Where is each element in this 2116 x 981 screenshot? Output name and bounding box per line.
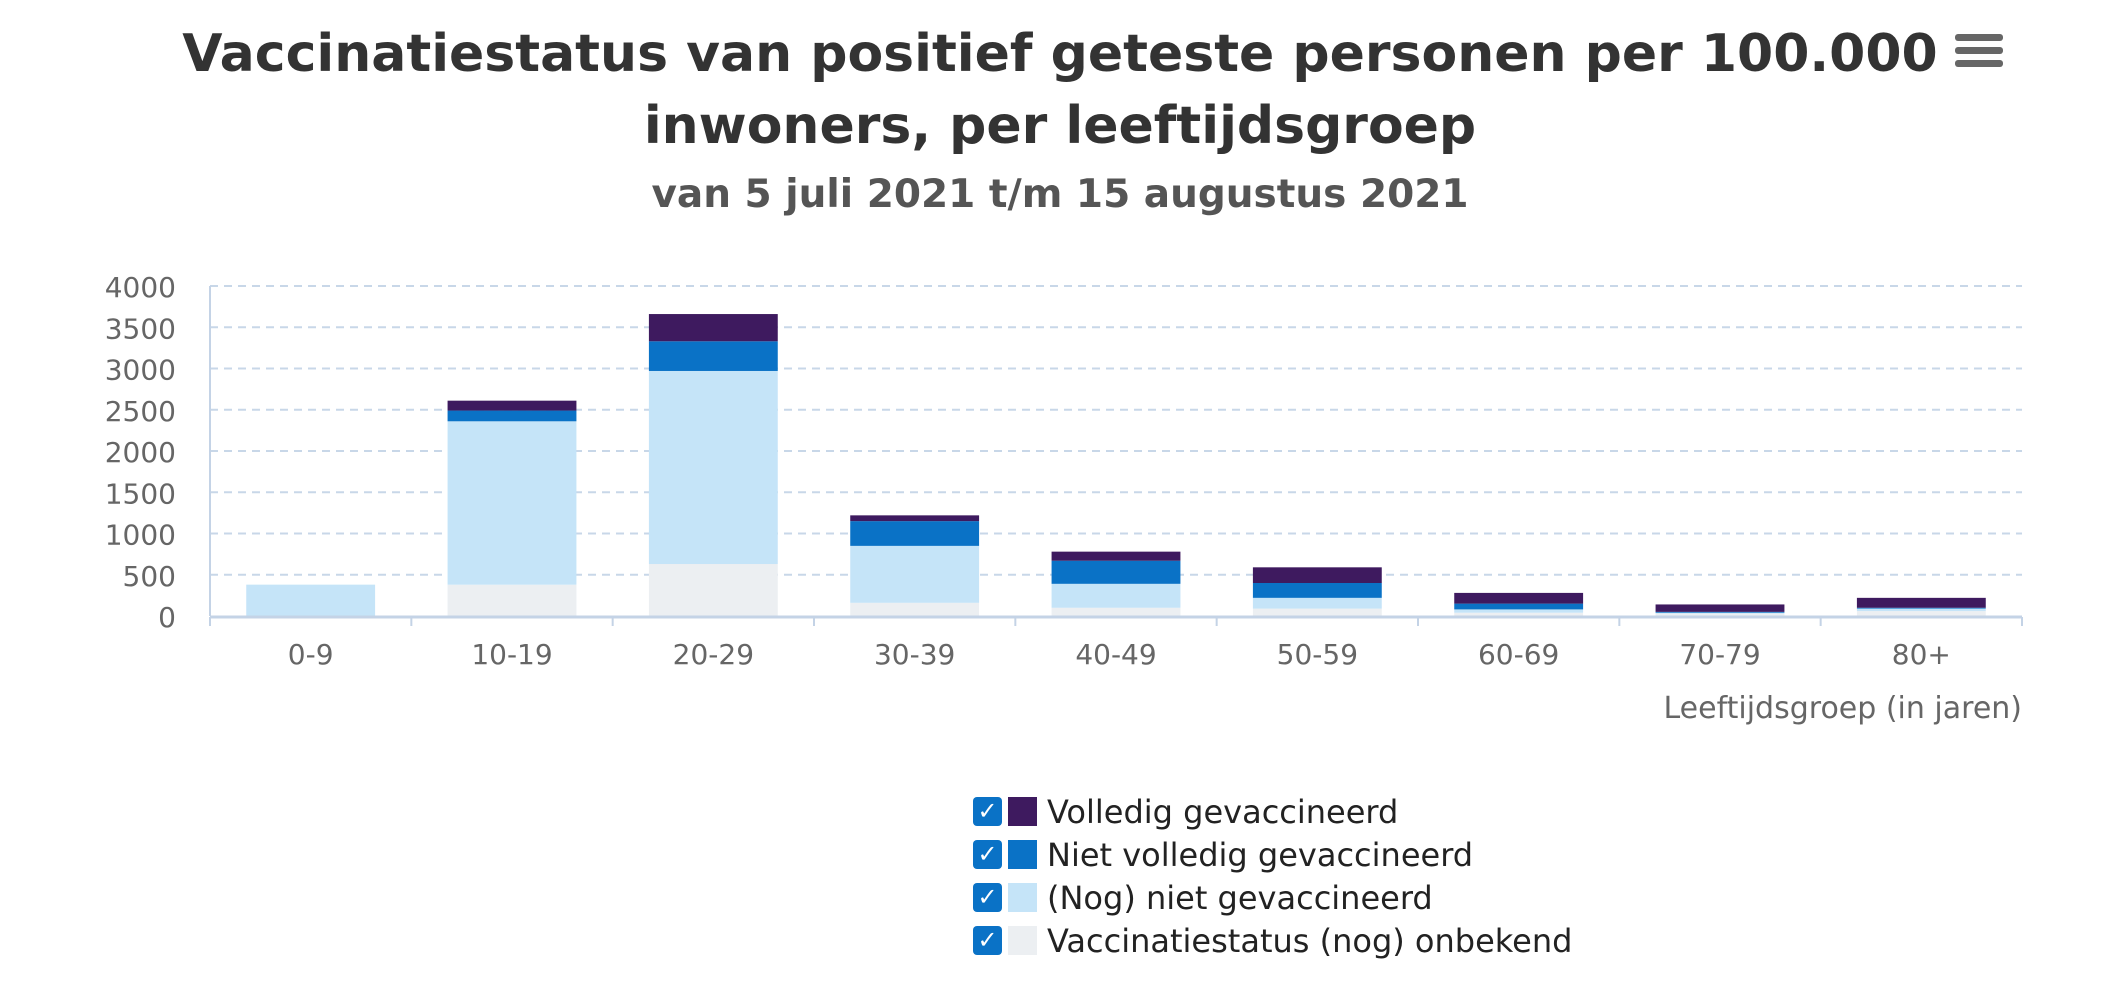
chart-legend: ✓ Volledig gevaccineerd ✓ Niet volledig …: [973, 790, 1572, 962]
x-tick-label: 50-59: [1277, 638, 1358, 671]
legend-label: Niet volledig gevaccineerd: [1047, 835, 1474, 874]
bar-segment: [447, 400, 577, 411]
bar-segment: [1051, 551, 1181, 561]
bar-segment: [648, 341, 778, 371]
y-tick-label: 0: [158, 601, 176, 634]
bar-segment: [1252, 567, 1382, 583]
legend-item-onbekend[interactable]: ✓ Vaccinatiestatus (nog) onbekend: [973, 919, 1572, 962]
y-tick-label: 2500: [105, 395, 176, 428]
x-tick-label: 60-69: [1478, 638, 1559, 671]
bar-segment: [1655, 611, 1785, 613]
bar-segment: [447, 421, 577, 585]
bar-segment: [246, 584, 376, 616]
legend-checkbox[interactable]: ✓: [973, 883, 1002, 912]
bar-segment: [1655, 612, 1785, 614]
y-tick-label: 500: [123, 560, 176, 593]
x-tick-label: 0-9: [288, 638, 334, 671]
legend-label: (Nog) niet gevaccineerd: [1047, 878, 1433, 917]
y-tick-label: 1000: [105, 519, 176, 552]
bar-segment: [1856, 608, 1986, 612]
legend-checkbox[interactable]: ✓: [973, 797, 1002, 826]
legend-item-volledig[interactable]: ✓ Volledig gevaccineerd: [973, 790, 1572, 833]
menu-line: [1955, 34, 2003, 41]
bar-segment: [1051, 583, 1181, 608]
bar-segment: [1252, 597, 1382, 609]
y-tick-label: 3500: [105, 312, 176, 345]
x-tick-label: 30-39: [874, 638, 955, 671]
legend-item-nog-niet[interactable]: ✓ (Nog) niet gevaccineerd: [973, 876, 1572, 919]
bar-segment: [1856, 611, 1986, 616]
x-tick-label: 10-19: [471, 638, 552, 671]
y-tick-label: 2000: [105, 436, 176, 469]
bar-segment: [850, 545, 980, 603]
legend-checkbox[interactable]: ✓: [973, 840, 1002, 869]
chart-title: Vaccinatiestatus van positief geteste pe…: [182, 24, 1938, 156]
y-tick-label: 3000: [105, 354, 176, 387]
legend-swatch: [1008, 883, 1037, 912]
bar-segment: [447, 410, 577, 422]
y-tick-label: 1500: [105, 477, 176, 510]
bar-segment: [1454, 603, 1584, 610]
bar-segment: [1051, 560, 1181, 584]
legend-swatch: [1008, 926, 1037, 955]
x-axis-title: Leeftijdsgroep (in jaren): [1663, 691, 2022, 726]
x-tick-label: 70-79: [1679, 638, 1760, 671]
menu-line: [1955, 47, 2003, 54]
bar-segment: [1454, 612, 1584, 616]
bar-segment: [1051, 607, 1181, 616]
bar-segment: [850, 602, 980, 616]
bar-segment: [850, 515, 980, 522]
legend-swatch: [1008, 840, 1037, 869]
bar-segment: [447, 584, 577, 616]
legend-label: Vaccinatiestatus (nog) onbekend: [1047, 921, 1573, 960]
bar-segment: [1252, 583, 1382, 598]
legend-swatch: [1008, 797, 1037, 826]
bar-segment: [1454, 609, 1584, 613]
bar-segment: [850, 521, 980, 546]
bar-segment: [1454, 592, 1584, 604]
bar-segment: [1856, 607, 1986, 609]
x-tick-label: 40-49: [1075, 638, 1156, 671]
legend-item-niet-volledig[interactable]: ✓ Niet volledig gevaccineerd: [973, 833, 1572, 876]
x-tick-label: 80+: [1892, 638, 1951, 671]
legend-label: Volledig gevaccineerd: [1047, 792, 1399, 831]
bar-segment: [648, 564, 778, 616]
legend-checkbox[interactable]: ✓: [973, 926, 1002, 955]
chart-subtitle: van 5 juli 2021 t/m 15 augustus 2021: [651, 172, 1469, 217]
bar-segment: [1655, 613, 1785, 616]
bar-segment: [1655, 604, 1785, 612]
bar-segment: [648, 370, 778, 565]
bar-segment: [648, 314, 778, 342]
x-tick-label: 20-29: [673, 638, 754, 671]
bar-segment: [1252, 608, 1382, 616]
bar-segment: [1856, 597, 1986, 608]
hamburger-menu-icon[interactable]: [1955, 34, 2003, 74]
y-tick-label: 4000: [105, 271, 176, 304]
menu-line: [1955, 60, 2003, 67]
